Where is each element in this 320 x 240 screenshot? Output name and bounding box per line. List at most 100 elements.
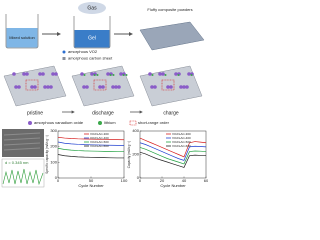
label: Gel bbox=[88, 35, 96, 41]
vo2-particle bbox=[43, 85, 47, 89]
short-range-order bbox=[93, 79, 107, 91]
beaker bbox=[5, 14, 39, 49]
y-tick-label: 300 bbox=[50, 128, 57, 133]
series-line bbox=[139, 151, 207, 168]
vo2-particle bbox=[51, 72, 55, 76]
state-label: discharge bbox=[92, 110, 114, 116]
lattice bbox=[3, 132, 41, 151]
lithium bbox=[112, 74, 115, 76]
vo2-particle bbox=[46, 85, 50, 89]
legend: amorphous vanadium oxide lithium short-r… bbox=[28, 120, 170, 126]
state-label: pristine bbox=[27, 110, 43, 116]
lithium bbox=[96, 74, 99, 76]
vo2-particle bbox=[106, 72, 110, 76]
vo2-particle bbox=[17, 85, 21, 89]
y-tick-label: 0 bbox=[137, 175, 140, 180]
key-icon bbox=[62, 57, 66, 60]
legend-label: VO2/LAC-300 bbox=[172, 132, 191, 136]
profile bbox=[2, 168, 44, 186]
graphical-abstract: Mixed solution Gas Gel Fluffy composite … bbox=[1, 2, 208, 188]
lithium bbox=[190, 74, 193, 76]
lithium bbox=[177, 74, 180, 76]
vo2-particle bbox=[25, 72, 29, 76]
vo2-particle bbox=[158, 72, 162, 76]
legend-label: VO2/LAC-400 bbox=[172, 136, 191, 140]
vo2-particle bbox=[49, 85, 53, 89]
label: amorphous carbon sheet bbox=[68, 56, 113, 61]
legend-label: VO2/LAC-400 bbox=[90, 136, 109, 140]
key-icon bbox=[62, 50, 66, 54]
vo2-particle bbox=[82, 85, 86, 89]
vo2-particle bbox=[30, 85, 34, 89]
y-axis-label: Capacity (mAh g⁻¹) bbox=[127, 141, 131, 168]
vo2-particle bbox=[153, 85, 157, 89]
series-line bbox=[139, 147, 207, 165]
vo2-particle bbox=[85, 85, 89, 89]
x-axis-label: Cycle Number bbox=[160, 183, 186, 188]
lithium bbox=[122, 74, 125, 76]
vo2-particle bbox=[111, 85, 115, 89]
tem: d = 0.345 nm bbox=[1, 129, 45, 188]
y-tick-label: 0 bbox=[55, 175, 58, 180]
label: Mixed solution bbox=[9, 35, 35, 40]
short-range-order bbox=[25, 79, 39, 91]
lithium bbox=[125, 74, 128, 76]
y-axis-label: Specific capacity (mAh g⁻¹) bbox=[45, 135, 49, 174]
vo2-particle bbox=[150, 85, 154, 89]
vo2-particle bbox=[14, 85, 18, 89]
vo2-particle bbox=[54, 72, 58, 76]
series-line bbox=[57, 147, 124, 153]
states: pristine discharge charge bbox=[3, 65, 203, 116]
x-tick-label: 60 bbox=[204, 178, 208, 183]
gel bbox=[74, 30, 110, 48]
vo2-particle bbox=[166, 85, 170, 89]
x-tick-label: 0 bbox=[57, 178, 60, 183]
x-tick-label: 40 bbox=[182, 178, 187, 183]
x-tick-label: 100 bbox=[121, 178, 128, 183]
series-line bbox=[139, 137, 207, 158]
series-line bbox=[57, 136, 125, 141]
legend-label: VO2/LAC-300 bbox=[90, 132, 109, 136]
vo2-particle bbox=[185, 85, 189, 89]
label: Fluffy composite powders bbox=[147, 7, 192, 12]
lithium bbox=[93, 74, 96, 76]
gas-cloud bbox=[78, 2, 106, 14]
label: amorphous VO2 bbox=[68, 49, 98, 54]
solution bbox=[6, 28, 38, 48]
lithium bbox=[164, 74, 167, 76]
vo2-particle bbox=[169, 85, 173, 89]
vo2-particle bbox=[148, 72, 152, 76]
legend-icon bbox=[28, 121, 32, 125]
series-line bbox=[139, 142, 207, 161]
powder-sheet bbox=[139, 21, 205, 51]
vo2-particle bbox=[38, 72, 42, 76]
y-tick-label: 200 bbox=[132, 152, 139, 157]
vo2-particle bbox=[174, 72, 178, 76]
vo2-particle bbox=[90, 72, 94, 76]
vo2-particle bbox=[12, 72, 16, 76]
legend-icon bbox=[129, 120, 137, 126]
legend-label: VO2/LAC-500 bbox=[172, 140, 191, 144]
y-tick-label: 400 bbox=[132, 128, 139, 133]
tem-label: d = 0.345 nm bbox=[5, 160, 29, 165]
vo2-particle bbox=[101, 85, 105, 89]
vo2-particle bbox=[41, 72, 45, 76]
lithium bbox=[109, 74, 112, 76]
lithium bbox=[151, 74, 154, 76]
synthesis: Mixed solution Gas Gel Fluffy composite … bbox=[5, 2, 205, 61]
y-tick-label: 100 bbox=[50, 159, 57, 164]
legend-label: lithium bbox=[104, 120, 116, 125]
vo2-particle bbox=[98, 85, 102, 89]
x-tick-label: 50 bbox=[89, 178, 94, 183]
vo2-particle bbox=[22, 72, 26, 76]
vo2-particle bbox=[119, 72, 123, 76]
short-range-order bbox=[161, 79, 175, 91]
legend-label: short-range order bbox=[138, 120, 170, 125]
series-line bbox=[57, 141, 124, 146]
vo2-particle bbox=[80, 72, 84, 76]
x-axis-label: Cycle Number bbox=[78, 183, 104, 188]
lithium bbox=[83, 74, 86, 76]
vo2-particle bbox=[179, 85, 183, 89]
legend-label: VO2/LAC-600 bbox=[172, 144, 191, 148]
